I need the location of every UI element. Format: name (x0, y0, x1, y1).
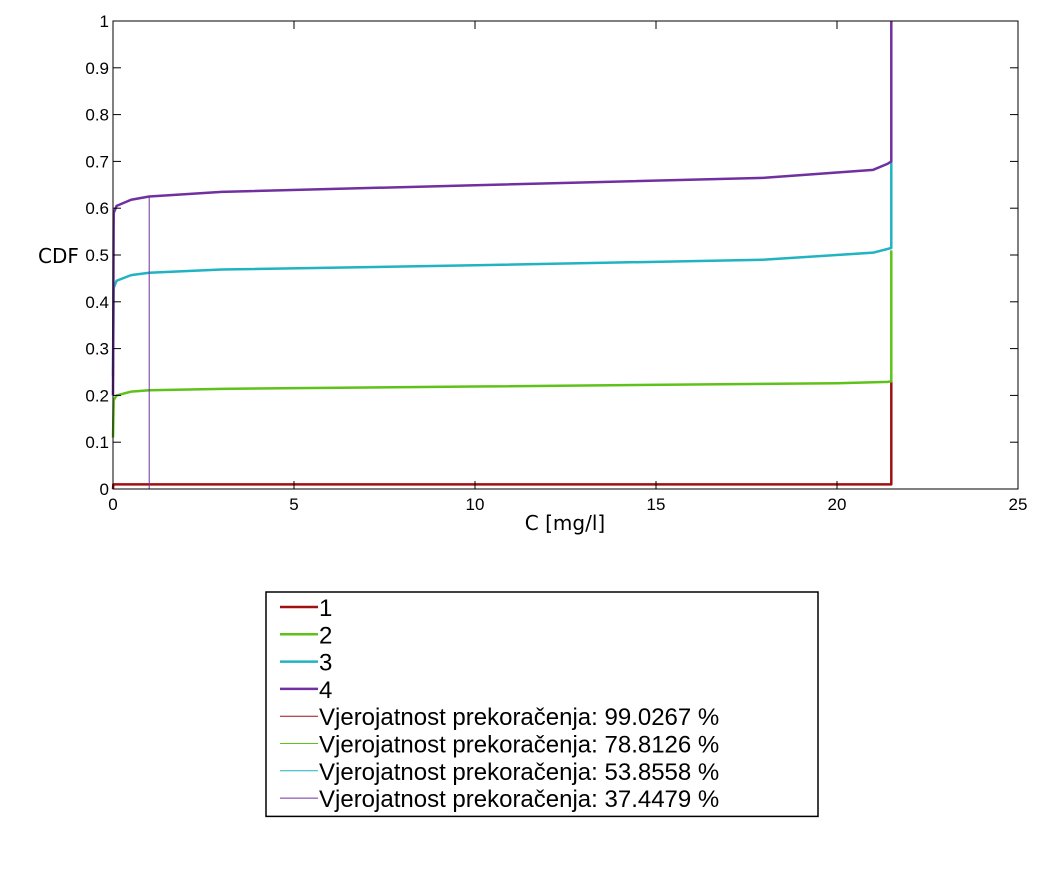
x-tick-label: 25 (1009, 495, 1028, 514)
series-line-3 (111, 161, 893, 377)
y-tick-label: 0.8 (85, 106, 109, 125)
series-line-2 (111, 250, 893, 438)
y-tick-label: 0.3 (85, 340, 109, 359)
x-axis-label: C [mg/l] (525, 511, 605, 535)
legend-entry-label: 2 (319, 622, 332, 649)
y-tick-label: 0.1 (85, 433, 109, 452)
y-tick-label: 0.5 (85, 246, 109, 265)
x-tick-label: 5 (289, 495, 298, 514)
legend-entry-label: Vjerojatnost prekoračenja: 53.8558 % (319, 759, 719, 786)
x-tick-label: 15 (647, 495, 666, 514)
series-line-4 (111, 21, 893, 396)
legend-entry-label: Vjerojatnost prekoračenja: 99.0267 % (319, 704, 719, 731)
legend-entry-label: 4 (319, 677, 332, 704)
x-tick-label: 20 (828, 495, 847, 514)
legend-entry-label: 1 (319, 595, 332, 622)
legend-entry-label: Vjerojatnost prekoračenja: 37.4479 % (319, 786, 719, 813)
y-tick-label: 0.4 (85, 293, 109, 312)
y-tick-label: 0.2 (85, 386, 109, 405)
legend-box (265, 591, 819, 818)
legend-entry-label: 3 (319, 650, 332, 677)
y-axis-ticks: 0 0.1 0.2 0.3 0.4 0.5 0.6 0.7 0.8 0.9 1 (85, 12, 1018, 499)
y-axis-label: CDF (38, 244, 79, 268)
y-tick-label: 0 (100, 480, 109, 499)
x-tick-label: 0 (108, 495, 117, 514)
y-tick-label: 0.6 (85, 199, 109, 218)
y-tick-label: 0.9 (85, 59, 109, 78)
legend-entry-label: Vjerojatnost prekoračenja: 78.8126 % (319, 732, 719, 759)
y-tick-label: 1 (100, 12, 109, 31)
y-tick-label: 0.7 (85, 152, 109, 171)
x-axis-ticks: 0 5 10 15 20 25 (108, 21, 1027, 514)
x-tick-label: 10 (466, 495, 485, 514)
